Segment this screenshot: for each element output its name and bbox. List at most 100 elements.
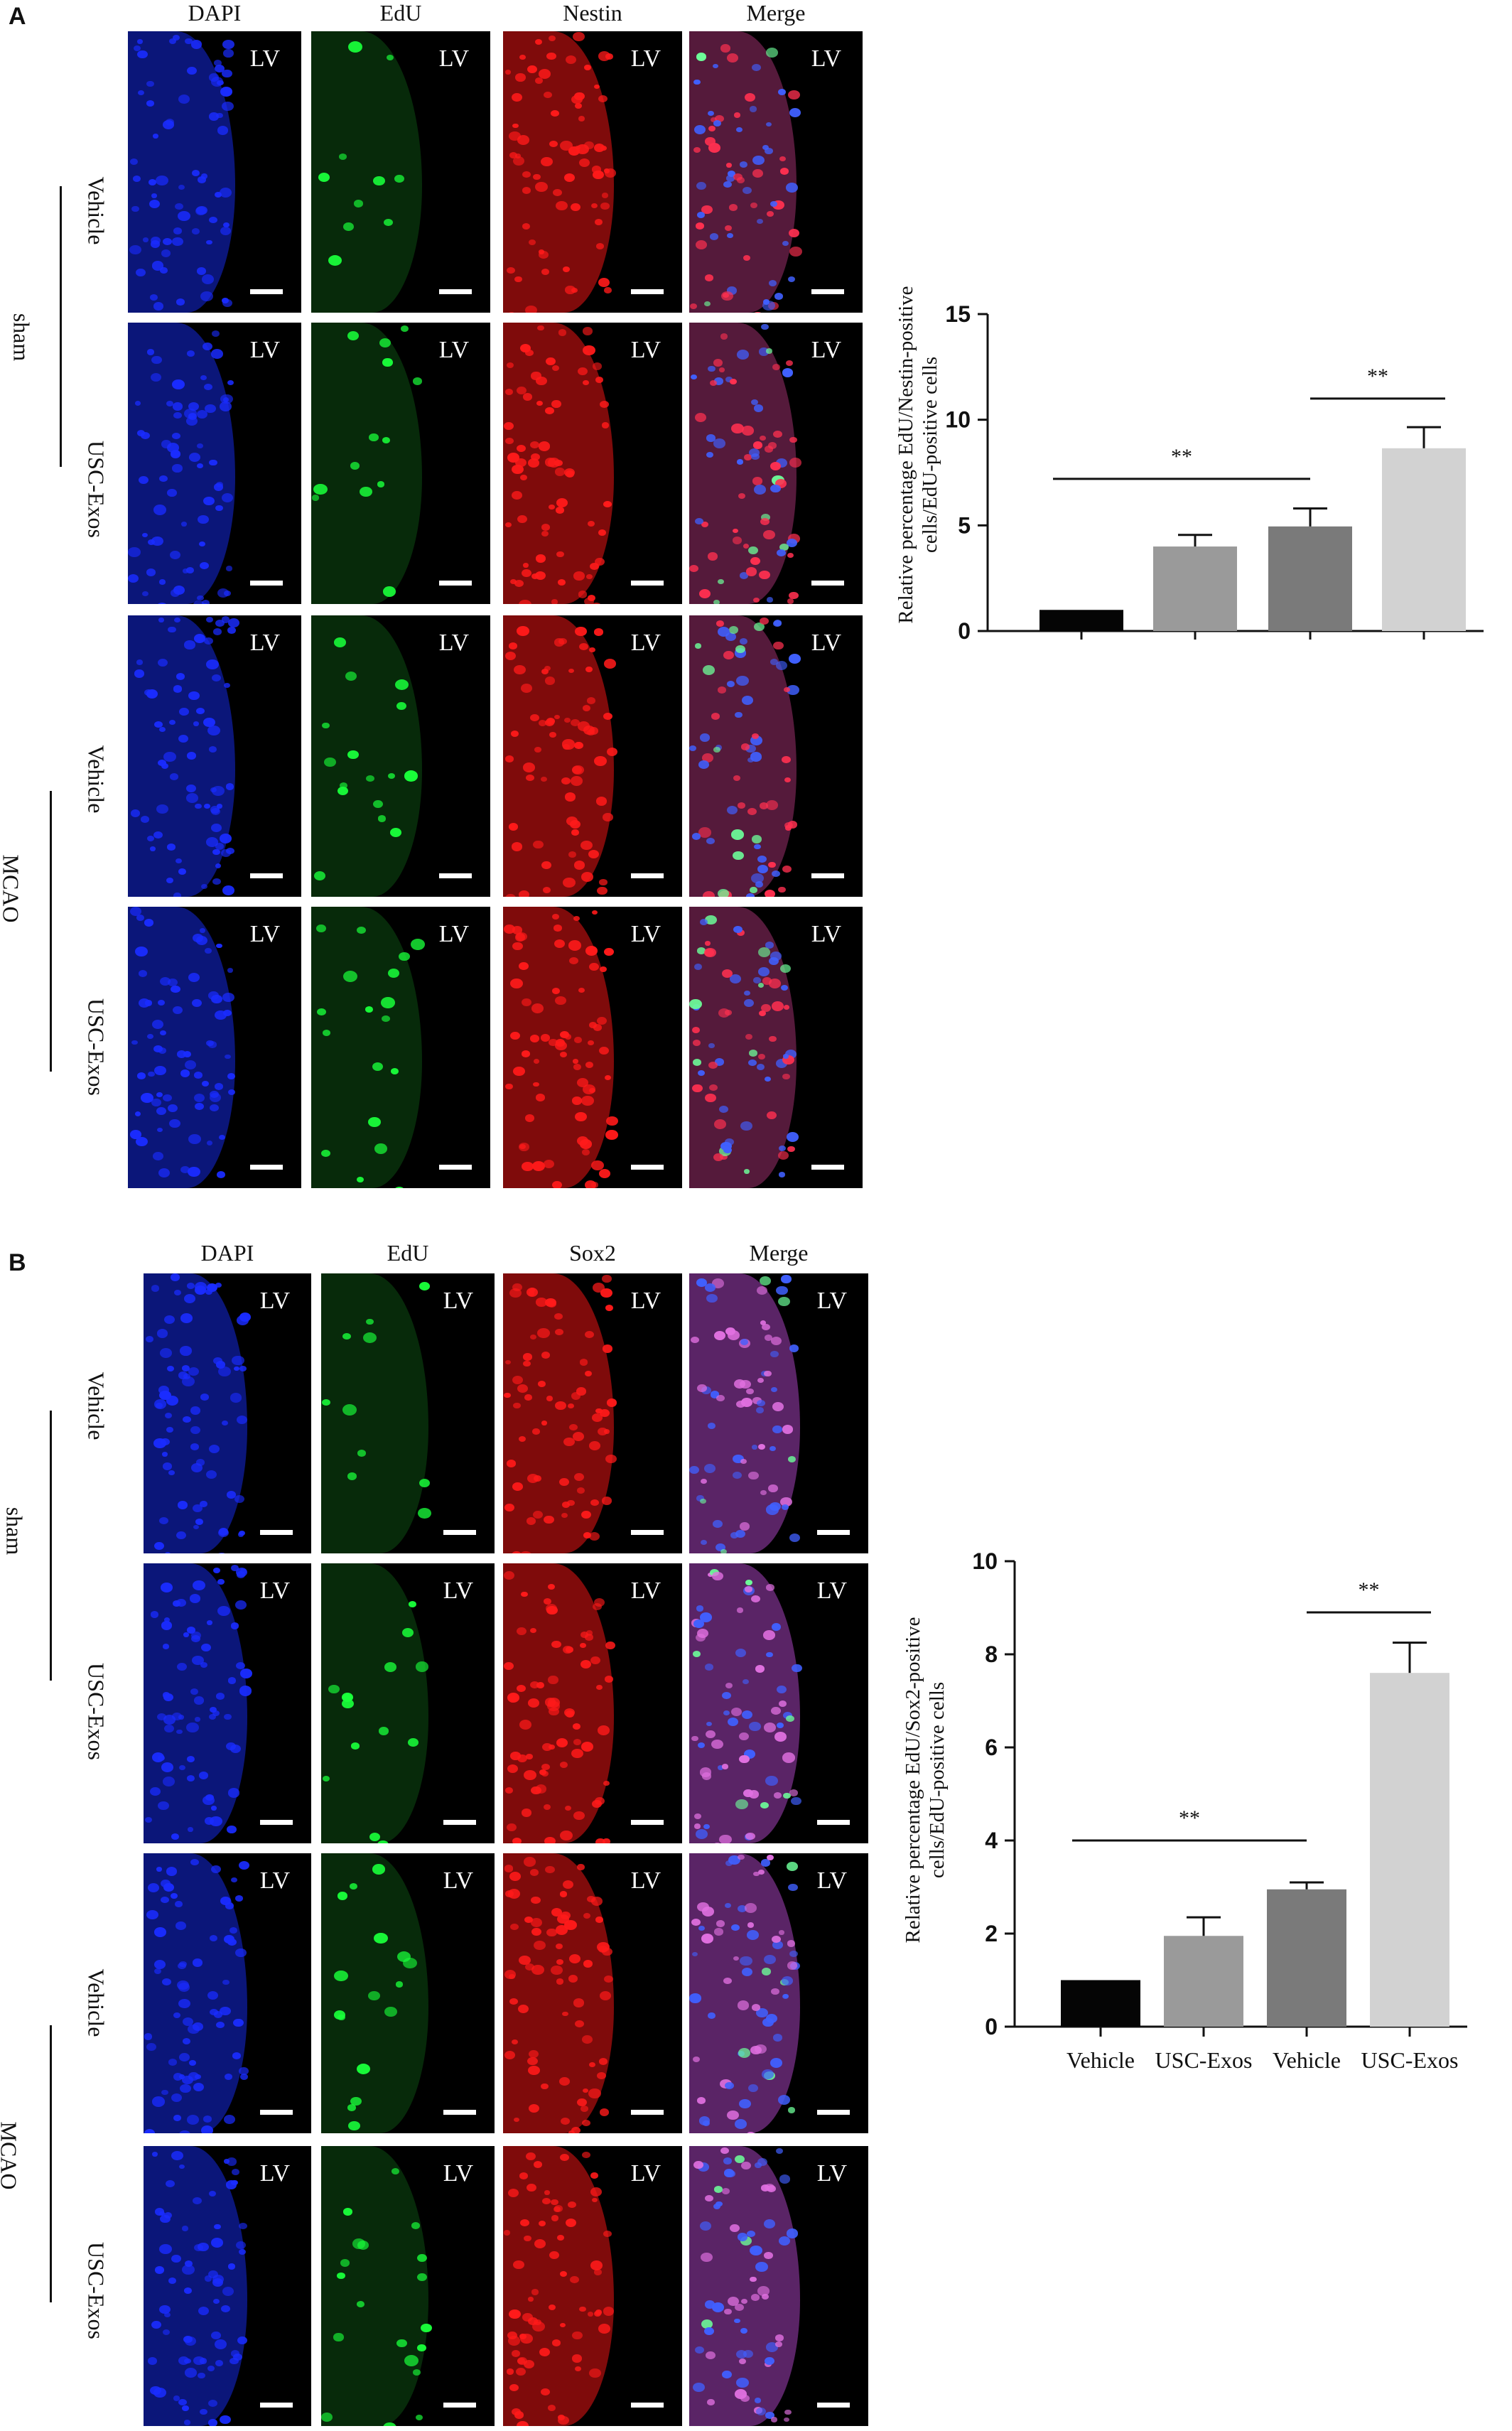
row-label-b-sham-usc-exos: USC-Exos [83,1663,109,1760]
bar [1164,1936,1243,2027]
micrograph-edu: LV [311,31,490,313]
bar [1268,526,1352,631]
scale-bar [631,2110,664,2115]
scale-bar [250,581,283,586]
bar [1040,610,1123,631]
micrograph-merge: LV [689,323,863,604]
lateral-ventricle-label: LV [630,2160,661,2187]
tissue-region [321,1563,429,1843]
y-tick-label: 5 [958,512,971,538]
column-header-dapi: DAPI [188,0,242,26]
y-tick-label: 15 [945,301,971,327]
column-header-merge: Merge [746,0,806,26]
scale-bar [443,1530,476,1535]
y-tick-label: 0 [985,2014,998,2039]
micrograph-merge: LV [689,1563,868,1843]
row-label-b-mcao-usc-exos: USC-Exos [83,2242,109,2339]
scale-bar [631,289,664,294]
lateral-ventricle-label: LV [811,921,841,947]
tissue-region [321,2146,429,2426]
x-tick-label: Vehicle [1273,2047,1341,2073]
lateral-ventricle-label: LV [249,921,280,947]
scale-bar [260,2110,293,2115]
lateral-ventricle-label: LV [443,1867,473,1894]
significance-label: ** [1367,365,1388,388]
scale-bar [631,1165,664,1170]
scale-bar [443,1820,476,1825]
scale-bar [631,2403,664,2408]
tissue-region [321,1273,429,1553]
column-header-dapi: DAPI [200,1240,254,1266]
row-label-a-sham-usc-exos: USC-Exos [83,441,109,538]
scale-bar [811,581,844,586]
micrograph-merge: LV [689,1853,868,2133]
group-label-b-mcao: MCAO [0,2121,22,2190]
row-label-a-mcao-usc-exos: USC-Exos [83,998,109,1096]
column-header-edu: EdU [379,0,422,26]
lateral-ventricle-label: LV [630,630,661,656]
bar [1370,1673,1449,2027]
micrograph-merge: LV [689,907,863,1188]
micrograph-nestin: LV [503,31,682,313]
micrograph-dapi: LV [144,2146,311,2426]
lateral-ventricle-label: LV [259,1867,290,1894]
group-bracket-b-sham [50,1411,52,1681]
scale-bar [250,1165,283,1170]
tissue-region [128,615,236,897]
micrograph-edu: LV [321,1273,495,1553]
lateral-ventricle-label: LV [438,337,469,363]
scale-bar [260,2403,293,2408]
column-header-edu: EdU [387,1240,429,1266]
significance-label: ** [1359,1578,1380,1602]
scale-bar [817,1820,850,1825]
bar-chart-b: 0 2 4 6 8 10 Relative percentage EdU/Sox2-posi… [902,1548,1467,2073]
scale-bar [817,2403,850,2408]
micrograph-dapi: LV [144,1273,311,1553]
scale-bar [439,289,472,294]
lateral-ventricle-label: LV [249,45,280,72]
y-tick-label: 10 [945,407,971,433]
micrograph-sox2: LV [503,2146,682,2426]
group-label-a-mcao: MCAO [0,854,24,923]
scale-bar [439,581,472,586]
micrograph-sox2: LV [503,1273,682,1553]
micrograph-dapi: LV [128,323,301,604]
tissue-region [144,2146,248,2426]
lateral-ventricle-label: LV [438,630,469,656]
lateral-ventricle-label: LV [811,630,841,656]
tissue-region [689,31,797,313]
scale-bar [631,1530,664,1535]
group-label-b-sham: sham [1,1506,28,1556]
micrograph-dapi: LV [128,907,301,1188]
micrograph-edu: LV [321,2146,495,2426]
panel-a-letter: A [9,3,26,30]
bar [1382,448,1466,631]
lateral-ventricle-label: LV [438,45,469,72]
y-tick-label: 6 [985,1735,998,1760]
scale-bar [631,1820,664,1825]
row-label-b-sham-vehicle: Vehicle [83,1371,109,1440]
significance-label: ** [1171,445,1192,468]
tissue-region [311,907,423,1188]
scale-bar [811,289,844,294]
x-tick-label: USC-Exos [1155,2047,1253,2073]
micrograph-edu: LV [311,615,490,897]
micrograph-sox2: LV [503,1853,682,2133]
micrograph-nestin: LV [503,323,682,604]
row-label-a-sham-vehicle: Vehicle [83,176,109,245]
lateral-ventricle-label: LV [249,337,280,363]
tissue-region [311,31,423,313]
micrograph-edu: LV [311,323,490,604]
lateral-ventricle-label: LV [443,2160,473,2187]
lateral-ventricle-label: LV [630,1867,661,1894]
y-axis-label: Relative percentage EdU/Nestin-positivec… [895,286,941,623]
group-bracket-a-mcao [50,791,52,1072]
row-label-a-mcao-vehicle: Vehicle [83,745,109,814]
y-axis-label: Relative percentage EdU/Sox2-positivecel… [902,1617,949,1943]
scale-bar [631,873,664,878]
lateral-ventricle-label: LV [443,1288,473,1314]
scale-bar [443,2110,476,2115]
micrograph-edu: LV [311,907,490,1188]
lateral-ventricle-label: LV [630,921,661,947]
